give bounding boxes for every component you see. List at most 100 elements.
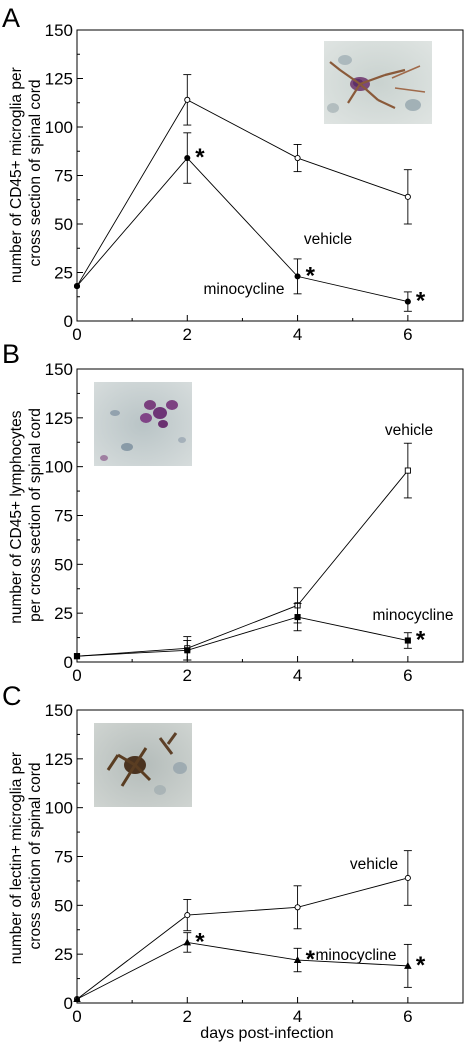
micrograph-c	[94, 723, 192, 807]
data-point	[73, 653, 81, 660]
series-label: minocycline	[373, 607, 454, 624]
panel-a: A number of CD45+ microglia per cross se…	[2, 3, 432, 283]
y-tick-label: 50	[54, 215, 73, 234]
y-axis-label-line-2: cross section of spinal cord	[27, 80, 44, 267]
chart-b: 0 25 50 75 100 125 150 0 2 4 6* vehicle minocycline	[45, 360, 464, 685]
y-tick-label: 100	[45, 799, 73, 818]
data-point	[73, 283, 81, 290]
data-point	[294, 273, 301, 280]
y-tick-label: 125	[45, 70, 73, 89]
series-line	[76, 941, 408, 1000]
y-tick-label: 0	[64, 994, 73, 1013]
y-axis-label-line-1: number of CD45+ lymphocytes	[8, 410, 25, 623]
series-label: minocycline	[204, 281, 285, 298]
y-tick-label: 150	[45, 360, 73, 379]
x-tick-label: 4	[293, 325, 302, 344]
series-label: vehicle	[304, 231, 352, 248]
series-line	[76, 99, 409, 287]
y-tick-label: 75	[54, 167, 73, 186]
series-line	[76, 616, 408, 657]
data-point	[184, 912, 191, 919]
x-axis-label: days post-infection	[200, 1025, 333, 1042]
data-point	[404, 637, 411, 644]
significance-star: *	[416, 952, 426, 979]
x-tick-label: 0	[72, 325, 81, 344]
series-line	[76, 470, 409, 657]
series-vehicle	[73, 442, 412, 661]
x-tick-label: 0	[72, 666, 81, 685]
panel-letter: B	[2, 339, 20, 369]
y-axis-label: number of CD45+ microglia per cross sect…	[8, 63, 44, 283]
data-point	[294, 614, 301, 621]
data-point	[183, 938, 192, 946]
y-tick-label: 100	[45, 118, 73, 137]
significance-star: *	[195, 144, 205, 171]
series-minocycline: * * *	[73, 928, 426, 1003]
series-minocycline: *	[73, 602, 426, 661]
y-tick-label: 100	[45, 458, 73, 477]
y-axis-label: number of lectin+ microglia per cross se…	[8, 748, 44, 965]
micrograph-b	[94, 382, 192, 466]
y-tick-label: 50	[54, 555, 73, 574]
series-line	[76, 157, 408, 303]
x-tick-label: 6	[403, 325, 412, 344]
series-label: minocycline	[316, 947, 397, 964]
series-label: vehicle	[385, 422, 433, 439]
x-tick-label: 4	[293, 1007, 302, 1026]
y-axis-label-line-2: per cross section of spinal cord	[27, 408, 44, 622]
y-tick-label: 50	[54, 896, 73, 915]
significance-star: *	[306, 946, 316, 973]
series-label: vehicle	[350, 856, 398, 873]
significance-star: *	[195, 928, 205, 955]
series-line	[76, 877, 408, 1000]
panel-letter: C	[2, 681, 22, 711]
significance-star: *	[306, 262, 316, 289]
significance-star: *	[416, 288, 426, 315]
x-tick-label: 6	[403, 1007, 412, 1026]
series-vehicle	[73, 850, 412, 1003]
y-tick-label: 25	[54, 264, 73, 283]
panel-letter: A	[2, 3, 20, 33]
x-tick-label: 2	[183, 325, 192, 344]
micrograph-a	[324, 41, 432, 124]
y-axis-label-line-2: cross section of spinal cord	[27, 763, 44, 950]
y-tick-label: 150	[45, 701, 73, 720]
significance-star: *	[416, 627, 426, 654]
x-tick-label: 0	[72, 1007, 81, 1026]
chart-c: 0 25 50 75 100 125 150 0 2 4 6 * * * vehicle minocyclin…	[45, 701, 464, 1026]
data-point	[404, 874, 411, 882]
panel-c: C number of lectin+ microglia per cross …	[2, 681, 192, 964]
y-tick-label: 25	[54, 945, 73, 964]
data-point	[184, 647, 191, 654]
data-point	[404, 193, 411, 200]
data-point	[293, 956, 302, 963]
x-tick-label: 2	[183, 1007, 192, 1026]
data-point	[184, 154, 191, 162]
y-axis-label-line-1: number of CD45+ microglia per	[8, 67, 25, 283]
y-tick-label: 75	[54, 848, 73, 867]
x-tick-label: 6	[403, 666, 412, 685]
series-minocycline: * * *	[73, 132, 426, 315]
x-tick-label: 4	[293, 666, 302, 685]
data-point	[294, 904, 301, 911]
y-tick-label: 125	[45, 409, 73, 428]
panel-b: B number of CD45+ lymphocytes per cross …	[2, 339, 192, 624]
y-tick-label: 125	[45, 750, 73, 769]
y-tick-label: 0	[64, 312, 73, 331]
y-tick-label: 0	[64, 653, 73, 672]
y-axis-label-line-1: number of lectin+ microglia per	[8, 752, 25, 964]
data-point	[404, 298, 411, 305]
y-tick-label: 75	[54, 507, 73, 526]
y-tick-label: 25	[54, 604, 73, 623]
data-point	[184, 96, 191, 103]
data-point	[404, 961, 412, 969]
x-tick-label: 2	[183, 666, 192, 685]
data-point	[73, 995, 81, 1003]
data-point	[404, 467, 411, 474]
data-point	[294, 154, 301, 162]
y-tick-label: 150	[45, 21, 73, 40]
y-axis-label: number of CD45+ lymphocytes per cross se…	[8, 406, 44, 624]
